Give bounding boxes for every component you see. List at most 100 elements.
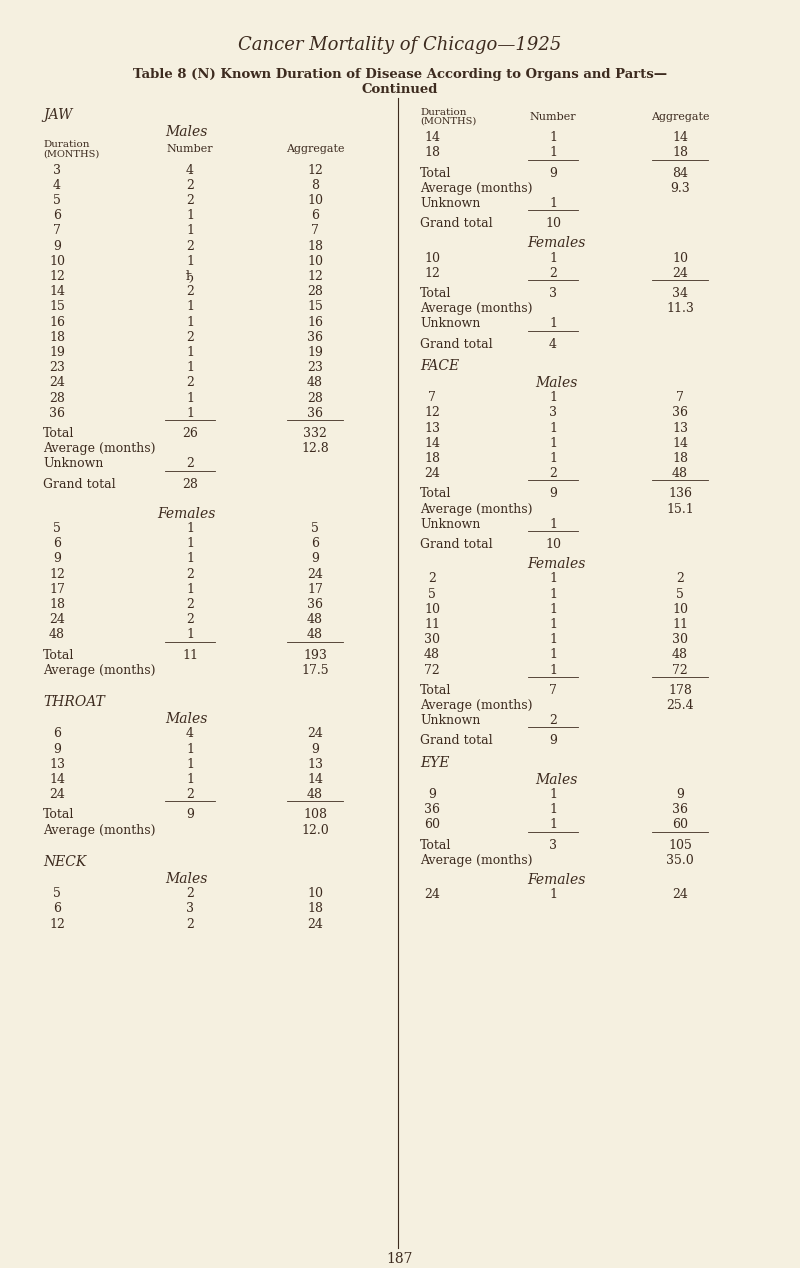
Text: Total: Total: [420, 287, 451, 301]
Text: Unknown: Unknown: [420, 714, 480, 728]
Text: 25.4: 25.4: [666, 699, 694, 713]
Text: 48: 48: [307, 789, 323, 801]
Text: 12.0: 12.0: [301, 824, 329, 837]
Text: 1: 1: [549, 421, 557, 435]
Text: 2: 2: [549, 467, 557, 481]
Text: 28: 28: [49, 392, 65, 404]
Text: 5: 5: [53, 194, 61, 207]
Text: 1: 1: [549, 146, 557, 160]
Text: 26: 26: [182, 427, 198, 440]
Text: 1: 1: [186, 758, 194, 771]
Text: 9: 9: [53, 553, 61, 566]
Text: 18: 18: [424, 451, 440, 465]
Text: 10: 10: [545, 217, 561, 231]
Text: 1: 1: [549, 633, 557, 647]
Text: 1: 1: [549, 663, 557, 677]
Text: 9: 9: [549, 734, 557, 747]
Text: Total: Total: [420, 683, 451, 697]
Text: 1: 1: [549, 197, 557, 210]
Text: 6: 6: [53, 538, 61, 550]
Text: 1: 1: [186, 224, 194, 237]
Text: 1: 1: [549, 587, 557, 601]
Text: 17: 17: [49, 583, 65, 596]
Text: 13: 13: [672, 421, 688, 435]
Text: 84: 84: [672, 166, 688, 180]
Text: 2: 2: [549, 714, 557, 728]
Text: 24: 24: [672, 888, 688, 902]
Text: 1: 1: [186, 407, 194, 420]
Text: 14: 14: [49, 773, 65, 786]
Text: 5: 5: [53, 888, 61, 900]
Text: 9: 9: [549, 487, 557, 501]
Text: 36: 36: [49, 407, 65, 420]
Text: 5: 5: [428, 587, 436, 601]
Text: 105: 105: [668, 838, 692, 852]
Text: Total: Total: [420, 838, 451, 852]
Text: Total: Total: [43, 649, 74, 662]
Text: Duration: Duration: [43, 141, 90, 150]
Text: 1: 1: [549, 317, 557, 331]
Text: 36: 36: [307, 407, 323, 420]
Text: (MONTHS): (MONTHS): [420, 117, 476, 126]
Text: 1: 1: [549, 618, 557, 631]
Text: 23: 23: [49, 361, 65, 374]
Text: Males: Males: [165, 126, 207, 139]
Text: 12: 12: [49, 918, 65, 931]
Text: 18: 18: [672, 146, 688, 160]
Text: Total: Total: [420, 166, 451, 180]
Text: Males: Males: [165, 872, 207, 886]
Text: Females: Females: [527, 557, 585, 571]
Text: 30: 30: [424, 633, 440, 647]
Text: 1: 1: [186, 392, 194, 404]
Text: Unknown: Unknown: [420, 197, 480, 210]
Text: Total: Total: [43, 427, 74, 440]
Text: 18: 18: [424, 146, 440, 160]
Text: 13: 13: [424, 421, 440, 435]
Text: 1: 1: [549, 888, 557, 902]
Text: 24: 24: [307, 728, 323, 741]
Text: 6: 6: [311, 209, 319, 222]
Text: 108: 108: [303, 809, 327, 822]
Text: 24: 24: [424, 888, 440, 902]
Text: 6: 6: [53, 209, 61, 222]
Text: THROAT: THROAT: [43, 695, 105, 709]
Text: 1: 1: [186, 209, 194, 222]
Text: Total: Total: [420, 487, 451, 501]
Text: 1: 1: [186, 583, 194, 596]
Text: 1: 1: [186, 301, 194, 313]
Text: 1: 1: [186, 316, 194, 328]
Text: JAW: JAW: [43, 108, 72, 122]
Text: 72: 72: [424, 663, 440, 677]
Text: 136: 136: [668, 487, 692, 501]
Text: EYE: EYE: [420, 756, 450, 770]
Text: 12: 12: [307, 164, 323, 176]
Text: 2: 2: [549, 266, 557, 280]
Text: 1: 1: [186, 629, 194, 642]
Text: 19: 19: [49, 346, 65, 359]
Text: Grand total: Grand total: [43, 478, 116, 491]
Text: 5: 5: [53, 522, 61, 535]
Text: 9: 9: [53, 240, 61, 252]
Text: Unknown: Unknown: [43, 458, 103, 470]
Text: Unknown: Unknown: [420, 517, 480, 531]
Text: 2: 2: [186, 614, 194, 626]
Text: 1: 1: [549, 572, 557, 586]
Text: 10: 10: [672, 602, 688, 616]
Text: 24: 24: [49, 614, 65, 626]
Text: Females: Females: [527, 872, 585, 888]
Text: 16: 16: [49, 316, 65, 328]
Text: Average (months): Average (months): [420, 502, 533, 516]
Text: 18: 18: [307, 903, 323, 915]
Text: Average (months): Average (months): [43, 443, 155, 455]
Text: 14: 14: [672, 436, 688, 450]
Text: Females: Females: [157, 507, 215, 521]
Text: 19: 19: [307, 346, 323, 359]
Text: 72: 72: [672, 663, 688, 677]
Text: Males: Males: [165, 713, 207, 727]
Text: 9: 9: [428, 787, 436, 801]
Text: 12: 12: [424, 407, 440, 420]
Text: 6: 6: [311, 538, 319, 550]
Text: 3: 3: [53, 164, 61, 176]
Text: 1: 1: [186, 553, 194, 566]
Text: 17: 17: [307, 583, 323, 596]
